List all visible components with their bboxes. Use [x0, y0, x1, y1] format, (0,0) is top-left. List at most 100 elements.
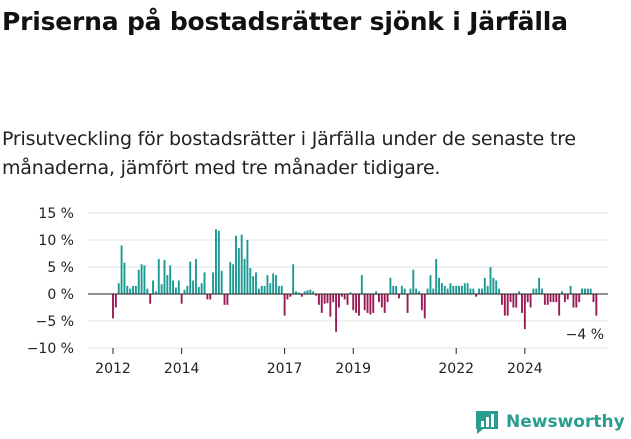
- bar: [263, 285, 266, 294]
- bar: [166, 275, 169, 294]
- bar: [303, 291, 306, 294]
- x-tick-label: 2019: [335, 361, 371, 375]
- bar: [306, 290, 309, 294]
- bar: [329, 294, 332, 317]
- bar: [169, 265, 172, 294]
- bar: [581, 288, 583, 294]
- bar: [283, 294, 286, 316]
- bar: [120, 245, 123, 294]
- bar: [400, 285, 403, 294]
- bar: [360, 275, 363, 294]
- bar: [129, 288, 132, 294]
- bar: [389, 277, 392, 294]
- y-tick-label: −10 %: [27, 341, 74, 357]
- bar: [492, 277, 495, 294]
- bar: [541, 288, 543, 294]
- newsworthy-logo[interactable]: Newsworthy: [474, 405, 625, 439]
- bar: [137, 269, 140, 294]
- bar: [183, 289, 186, 294]
- bar: [446, 288, 449, 294]
- bar: [114, 294, 117, 308]
- bar: [243, 258, 246, 294]
- bar: [272, 273, 275, 294]
- bar: [186, 285, 189, 294]
- bar: [583, 288, 586, 294]
- bar: [538, 277, 541, 294]
- bar: [575, 294, 578, 308]
- bar: [226, 294, 229, 305]
- bar: [209, 294, 212, 300]
- bar: [380, 294, 383, 308]
- bar: [194, 258, 197, 294]
- bar: [558, 294, 561, 316]
- bar: [586, 288, 589, 294]
- bar: [132, 285, 134, 294]
- bar: [426, 288, 429, 294]
- bar: [180, 294, 183, 304]
- bar: [438, 277, 440, 294]
- bar: [429, 275, 432, 294]
- y-tick-label: 0 %: [47, 287, 74, 303]
- bar: [521, 294, 523, 313]
- bar: [526, 294, 529, 303]
- bar: [595, 294, 598, 316]
- bar: [549, 294, 552, 303]
- bar: [320, 294, 323, 313]
- bar: [420, 294, 423, 311]
- bar: [143, 265, 146, 294]
- bar: [363, 294, 366, 311]
- bar: [340, 294, 343, 297]
- bar: [355, 294, 358, 313]
- bar: [366, 294, 369, 313]
- bar: [440, 283, 443, 294]
- bar: [589, 288, 592, 294]
- bar: [466, 283, 469, 294]
- bar: [286, 294, 289, 300]
- bar: [240, 234, 243, 294]
- bar: [146, 288, 149, 294]
- bar: [452, 285, 455, 294]
- bar: [220, 270, 223, 294]
- y-axis: 15 % 10 % 5 % 0 % −5 % −10 %: [27, 206, 74, 357]
- bar: [295, 291, 297, 294]
- bar: [335, 294, 338, 332]
- bar: [134, 285, 137, 294]
- grid-layer: [88, 212, 608, 349]
- bar: [406, 294, 409, 313]
- y-tick-label: 10 %: [38, 233, 74, 249]
- bar: [378, 294, 380, 303]
- bar: [229, 262, 232, 294]
- bar: [337, 294, 340, 308]
- bar: [269, 283, 272, 294]
- bar: [569, 285, 572, 294]
- bar: [512, 294, 515, 308]
- bar: [469, 288, 472, 294]
- bar: [369, 294, 372, 315]
- bar: [415, 288, 418, 294]
- bar: [486, 285, 489, 294]
- bar: [563, 294, 566, 303]
- bar: [358, 294, 360, 316]
- bar: [412, 269, 415, 294]
- bar: [506, 294, 509, 316]
- bar: [292, 264, 295, 294]
- bar: [123, 262, 126, 294]
- bar: [475, 294, 478, 297]
- bar-chart: 15 % 10 % 5 % 0 % −5 % −10 % 2012 2014 2017 2019…: [27, 206, 608, 375]
- bar: [349, 292, 352, 294]
- bar: [112, 294, 114, 319]
- bar: [163, 259, 166, 294]
- bar: [326, 294, 329, 304]
- bar: [275, 275, 277, 294]
- x-tick-label: 2022: [438, 361, 474, 375]
- bar: [257, 288, 260, 294]
- bar: [463, 283, 466, 294]
- bar: [315, 294, 318, 296]
- x-tick-label: 2014: [164, 361, 200, 375]
- bar: [403, 288, 406, 294]
- newsworthy-logo-icon: [476, 411, 498, 434]
- bar: [312, 291, 315, 294]
- bar: [174, 287, 177, 294]
- bar: [160, 284, 163, 294]
- y-tick-label: 15 %: [38, 206, 74, 222]
